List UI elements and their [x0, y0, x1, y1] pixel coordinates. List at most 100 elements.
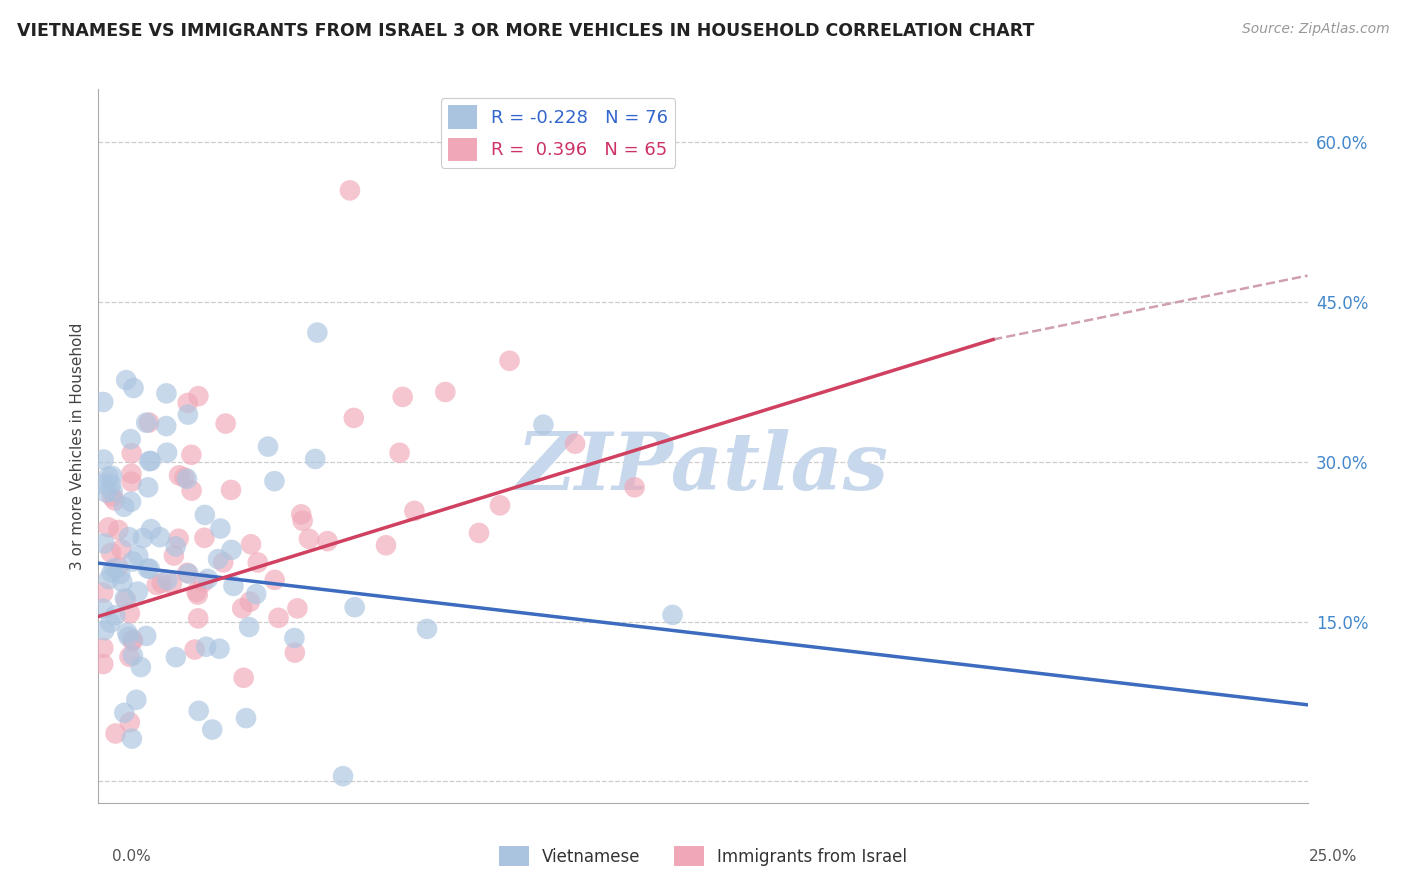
Point: [235, 711, 257, 725]
Point: [246, 556, 269, 570]
Point: [343, 411, 366, 425]
Point: [219, 483, 242, 497]
Point: [118, 530, 141, 544]
Point: [104, 608, 127, 623]
Point: [127, 584, 149, 599]
Point: [91, 477, 114, 491]
Point: [232, 671, 254, 685]
Point: [186, 584, 208, 599]
Point: [193, 531, 215, 545]
Point: [187, 704, 209, 718]
Point: [316, 534, 339, 549]
Point: [177, 396, 200, 410]
Point: [212, 555, 235, 569]
Point: [207, 552, 229, 566]
Point: [111, 575, 134, 590]
Y-axis label: 3 or more Vehicles in Household: 3 or more Vehicles in Household: [69, 322, 84, 570]
Point: [187, 389, 209, 403]
Point: [121, 446, 143, 460]
Point: [197, 572, 219, 586]
Point: [139, 454, 162, 468]
Point: [187, 611, 209, 625]
Point: [149, 530, 172, 544]
Point: [163, 549, 186, 563]
Point: [91, 395, 114, 409]
Point: [283, 631, 305, 645]
Point: [498, 353, 520, 368]
Point: [139, 562, 162, 576]
Point: [122, 648, 145, 663]
Point: [125, 692, 148, 706]
Point: [165, 540, 187, 554]
Point: [183, 642, 205, 657]
Point: [117, 630, 139, 644]
Point: [339, 183, 361, 197]
Text: Source: ZipAtlas.com: Source: ZipAtlas.com: [1241, 22, 1389, 37]
Point: [135, 416, 157, 430]
Point: [214, 417, 236, 431]
Point: [564, 436, 586, 450]
Point: [100, 477, 122, 491]
Point: [263, 573, 285, 587]
Point: [231, 601, 253, 615]
Point: [97, 520, 120, 534]
Point: [623, 480, 645, 494]
Point: [115, 373, 138, 387]
Point: [101, 484, 124, 499]
Point: [115, 592, 138, 607]
Point: [91, 585, 114, 599]
Point: [121, 475, 143, 489]
Point: [287, 601, 309, 615]
Point: [180, 448, 202, 462]
Point: [468, 525, 491, 540]
Point: [110, 542, 132, 557]
Point: [104, 493, 127, 508]
Point: [93, 536, 115, 550]
Point: [97, 572, 120, 586]
Point: [284, 646, 307, 660]
Point: [97, 469, 120, 483]
Point: [136, 561, 159, 575]
Point: [165, 650, 187, 665]
Point: [290, 508, 312, 522]
Point: [167, 468, 190, 483]
Point: [661, 607, 683, 622]
Point: [132, 531, 155, 545]
Point: [155, 419, 177, 434]
Point: [201, 723, 224, 737]
Point: [173, 470, 195, 484]
Point: [136, 480, 159, 494]
Point: [93, 624, 115, 638]
Point: [115, 625, 138, 640]
Point: [176, 472, 198, 486]
Point: [100, 615, 122, 630]
Point: [100, 566, 122, 580]
Point: [121, 555, 143, 569]
Point: [103, 561, 125, 575]
Point: [263, 474, 285, 488]
Point: [150, 576, 173, 591]
Point: [221, 542, 243, 557]
Point: [118, 607, 141, 621]
Point: [129, 660, 152, 674]
Text: VIETNAMESE VS IMMIGRANTS FROM ISRAEL 3 OR MORE VEHICLES IN HOUSEHOLD CORRELATION: VIETNAMESE VS IMMIGRANTS FROM ISRAEL 3 O…: [17, 22, 1035, 40]
Point: [307, 326, 329, 340]
Point: [91, 657, 114, 671]
Point: [135, 629, 157, 643]
Point: [101, 468, 124, 483]
Point: [195, 640, 218, 654]
Point: [245, 587, 267, 601]
Point: [177, 408, 200, 422]
Legend: Vietnamese, Immigrants from Israel: Vietnamese, Immigrants from Israel: [492, 839, 914, 873]
Point: [155, 386, 177, 401]
Point: [138, 416, 160, 430]
Point: [208, 641, 231, 656]
Point: [101, 490, 124, 504]
Point: [91, 640, 114, 655]
Point: [489, 499, 512, 513]
Point: [121, 731, 143, 746]
Point: [240, 537, 263, 551]
Point: [238, 620, 260, 634]
Point: [114, 591, 136, 606]
Point: [120, 494, 142, 508]
